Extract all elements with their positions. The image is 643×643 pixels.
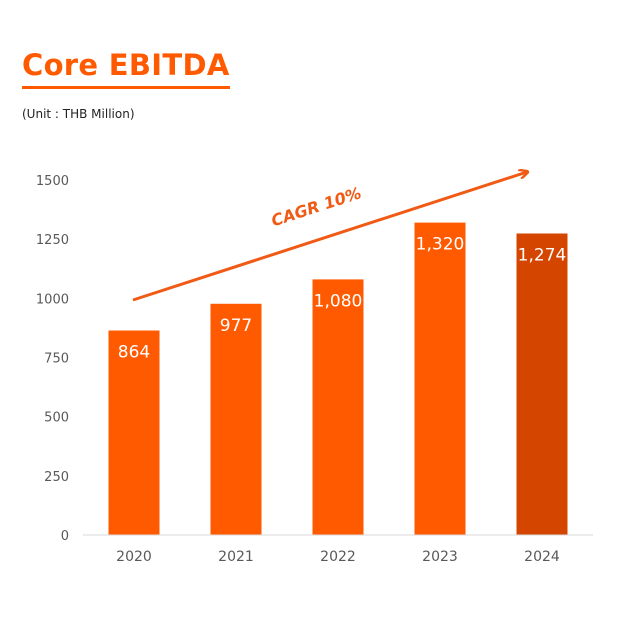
x-tick-label: 2021 [218, 549, 254, 565]
chart-subtitle: (Unit : THB Million) [22, 107, 135, 121]
x-tick-label: 2022 [320, 549, 356, 565]
x-tick-label: 2024 [524, 549, 560, 565]
bar [516, 233, 568, 535]
cagr-arrow [132, 172, 527, 302]
bar [414, 222, 466, 535]
bars-group: 864 977 1,080 1,320 1,274 [108, 222, 568, 535]
y-axis: 0 250 500 750 1000 1250 1500 [36, 174, 69, 544]
x-tick-label: 2023 [422, 549, 458, 565]
cagr-label: CAGR 10% [269, 183, 364, 230]
data-label: 1,274 [518, 245, 567, 265]
y-tick-label: 750 [44, 352, 69, 367]
y-tick-label: 1250 [36, 233, 69, 248]
chart-title: Core EBITDA [22, 46, 230, 89]
data-label: 1,080 [314, 291, 363, 311]
bar [210, 303, 262, 535]
data-label: 864 [118, 343, 150, 363]
bar [108, 330, 160, 535]
y-tick-label: 1500 [36, 174, 69, 189]
y-tick-label: 250 [44, 470, 69, 485]
y-tick-label: 0 [61, 529, 69, 544]
y-tick-label: 1000 [36, 292, 69, 307]
data-label: 977 [220, 316, 252, 336]
x-axis: 2020 2021 2022 2023 2024 [116, 549, 560, 565]
y-tick-label: 500 [44, 411, 69, 426]
bar [312, 279, 364, 535]
data-label: 1,320 [416, 235, 465, 255]
x-tick-label: 2020 [116, 549, 152, 565]
